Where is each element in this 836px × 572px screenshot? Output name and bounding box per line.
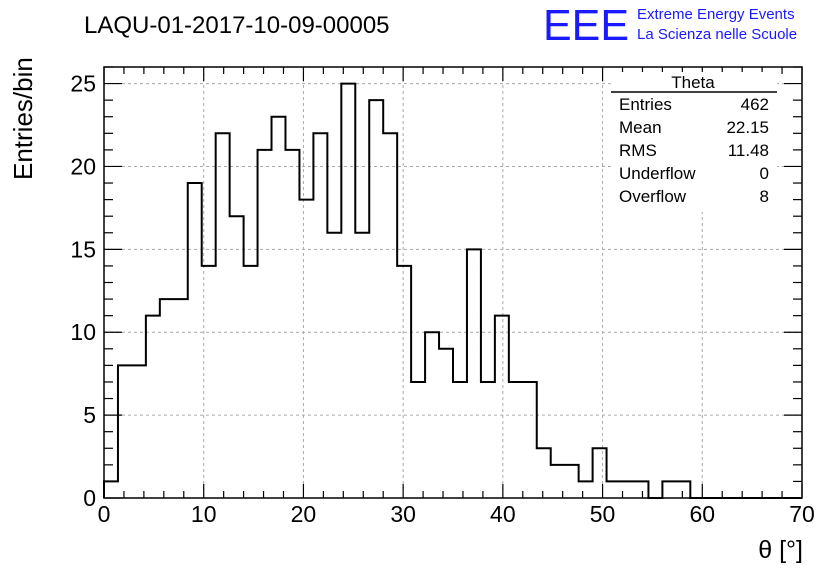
histogram-bin	[160, 299, 174, 498]
histogram-bin	[174, 299, 188, 498]
histogram-bin	[481, 382, 495, 498]
y-tick-label: 5	[83, 402, 96, 428]
histogram-bin	[327, 233, 341, 498]
chart-title: LAQU-01-2017-10-09-00005	[84, 12, 390, 39]
histogram-bin	[285, 150, 299, 498]
histogram-bin	[411, 382, 425, 498]
x-axis-label: θ [°]	[758, 536, 803, 564]
stats-row-value: 11.48	[728, 141, 769, 160]
histogram-bin	[523, 382, 537, 498]
logo-line-1: Extreme Energy Events	[637, 6, 795, 23]
stats-row-value: 0	[760, 164, 769, 183]
eee-logo-mark: EEE	[543, 1, 629, 50]
stats-row-value: 8	[760, 187, 769, 206]
stats-row-value: 22.15	[726, 118, 769, 137]
stats-row-label: Entries	[619, 95, 672, 114]
x-tick-label: 0	[98, 501, 111, 527]
x-tick-label: 60	[689, 501, 715, 527]
histogram-bin	[495, 316, 509, 498]
histogram-bin	[593, 448, 607, 498]
histogram-bin	[355, 233, 369, 498]
logo-line-2: La Scienza nelle Scuole	[637, 26, 797, 43]
histogram-bin	[313, 133, 327, 498]
y-tick-label: 20	[70, 153, 96, 179]
histogram-bin	[188, 183, 202, 498]
y-tick-labels: 0 5 10 15 20 25	[70, 71, 96, 511]
histogram-bin	[397, 266, 411, 498]
histogram-bin	[676, 481, 690, 498]
y-tick-label: 15	[70, 236, 96, 262]
histogram-outline	[103, 82, 802, 499]
stats-row-label: RMS	[619, 141, 657, 160]
axis-ticks	[103, 66, 803, 499]
x-tick-label: 10	[191, 501, 217, 527]
y-tick-label: 10	[70, 319, 96, 345]
histogram-bin	[258, 150, 272, 498]
histogram-bin	[272, 117, 286, 498]
histogram-bin	[230, 216, 244, 498]
histogram-bin	[467, 249, 481, 498]
x-tick-label: 50	[590, 501, 616, 527]
histogram-bin	[607, 481, 621, 498]
stats-row-label: Mean	[619, 118, 662, 137]
stats-row-value: 462	[741, 95, 769, 114]
histogram-bin	[634, 481, 648, 498]
stats-title: Theta	[671, 73, 715, 92]
x-tick-label: 20	[291, 501, 317, 527]
histogram-bin	[453, 382, 467, 498]
y-tick-label: 0	[83, 485, 96, 511]
histogram-bin	[244, 266, 258, 498]
histogram-bin	[662, 481, 676, 498]
stats-row-label: Overflow	[619, 187, 687, 206]
y-axis-label: Entries/bin	[8, 57, 38, 180]
histogram-bin	[104, 481, 118, 498]
y-tick-label: 25	[70, 71, 96, 97]
histogram-bin	[146, 316, 160, 498]
histogram-bin	[118, 365, 132, 498]
stats-row-label: Underflow	[619, 164, 696, 183]
histogram-bin	[299, 200, 313, 498]
grid-lines	[104, 67, 802, 498]
x-tick-label: 30	[390, 501, 416, 527]
x-tick-label: 70	[789, 501, 815, 527]
x-tick-label: 40	[490, 501, 516, 527]
stats-rows: Entries 462 Mean 22.15 RMS 11.48 Underflow 0 Ove…	[619, 95, 769, 206]
stats-box: Theta Entries 462 Mean 22.15 RMS 11.48 Underfl…	[611, 72, 777, 212]
x-tick-labels: 0 10 20 30 40 50 60 70	[98, 501, 815, 527]
histogram-bin	[369, 100, 383, 498]
histogram-bin	[509, 382, 523, 498]
histogram-bin	[216, 133, 230, 498]
histogram-bin	[565, 465, 579, 498]
histogram-bin	[383, 133, 397, 498]
histogram-bin	[439, 349, 453, 498]
histogram-bin	[132, 365, 146, 498]
histogram-bin	[537, 448, 551, 498]
histogram-bin	[341, 84, 355, 498]
histogram-bin	[579, 481, 593, 498]
